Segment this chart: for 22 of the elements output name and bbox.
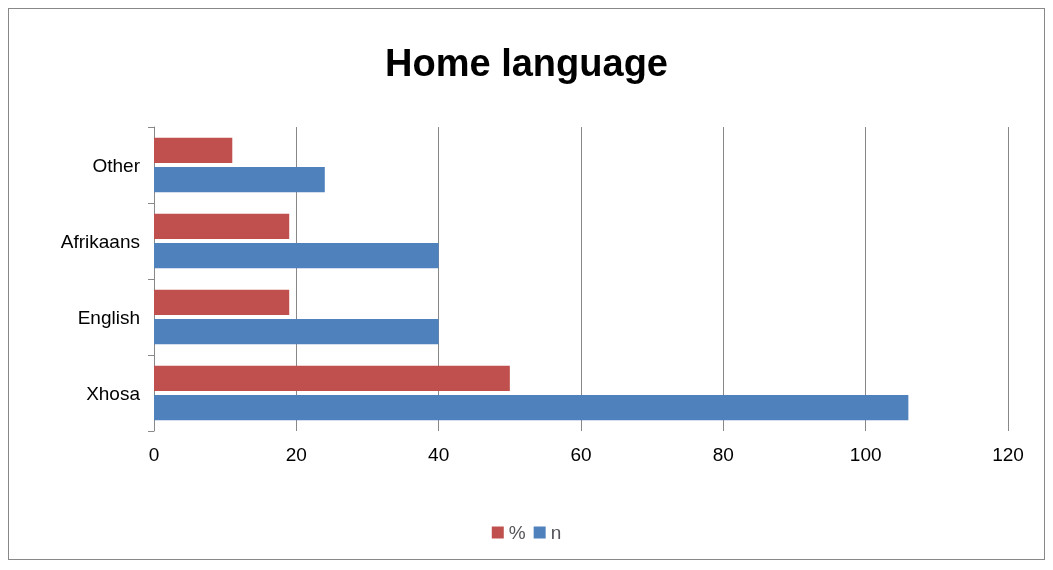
legend-label: %: [508, 522, 526, 543]
bar: [154, 394, 909, 421]
x-tick-label: 120: [992, 444, 1024, 465]
bar: [154, 242, 439, 269]
bar: [154, 365, 510, 392]
legend-label: n: [550, 522, 562, 543]
bar: [154, 289, 290, 316]
y-tick-label: Afrikaans: [60, 230, 140, 252]
chart-title: Home language: [385, 42, 668, 84]
x-tick-label: 100: [849, 444, 882, 465]
y-tick-label: Xhosa: [86, 382, 141, 404]
y-tick-label: Other: [92, 154, 141, 176]
bar: [154, 166, 325, 193]
bar: [154, 318, 439, 345]
x-tick-label: 80: [712, 444, 734, 465]
bar: [154, 137, 233, 164]
x-tick-label: 60: [570, 444, 592, 465]
bar: [154, 213, 290, 240]
x-tick-label: 20: [285, 444, 307, 465]
x-tick-label: 0: [148, 444, 160, 465]
x-tick-label: 40: [428, 444, 450, 465]
y-tick-label: English: [77, 306, 140, 328]
